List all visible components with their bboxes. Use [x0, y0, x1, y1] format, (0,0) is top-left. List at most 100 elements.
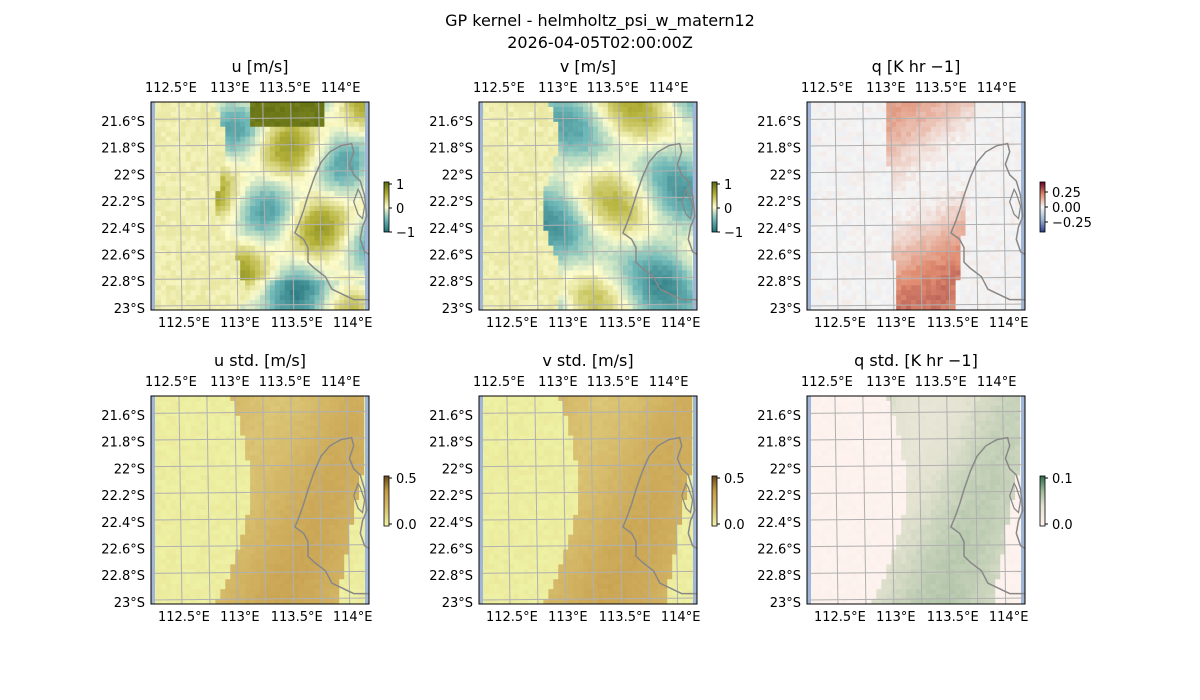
heatmap-cell	[155, 275, 162, 281]
heatmap-cell	[553, 305, 559, 310]
heatmap-cell	[876, 285, 882, 291]
heatmap-cell	[632, 151, 638, 157]
heatmap-cell	[339, 201, 345, 207]
heatmap-cell	[856, 121, 862, 128]
heatmap-cell	[866, 166, 872, 172]
heatmap-cell	[175, 230, 182, 237]
heatmap-cell	[349, 255, 355, 261]
heatmap-cell	[513, 186, 519, 192]
heatmap-cell	[667, 206, 673, 212]
heatmap-cell	[573, 270, 579, 276]
grid-line-lat	[479, 116, 697, 120]
heatmap-cell	[622, 106, 628, 113]
heatmap-cell	[195, 255, 201, 261]
heatmap-cell	[841, 240, 847, 246]
heatmap-cell	[612, 121, 619, 128]
heatmap-cell	[811, 171, 818, 177]
heatmap-cell	[925, 240, 932, 246]
heatmap-cell	[856, 116, 862, 123]
heatmap-cell	[513, 220, 519, 227]
heatmap-cell	[240, 240, 246, 246]
heatmap-cell	[935, 156, 942, 162]
heatmap-cell	[925, 300, 932, 306]
heatmap-cell	[528, 136, 534, 142]
heatmap-cell	[886, 275, 892, 281]
heatmap-cell	[831, 235, 838, 241]
heatmap-cell	[230, 102, 236, 108]
heatmap-cell	[647, 285, 653, 291]
heatmap-cell	[344, 176, 350, 182]
heatmap-cell	[329, 265, 335, 271]
heatmap-cell	[508, 206, 514, 212]
heatmap-cell	[871, 186, 877, 192]
heatmap-cell	[210, 255, 216, 261]
heatmap-cell	[647, 196, 653, 202]
heatmap-cell	[274, 121, 281, 128]
heatmap-cell	[255, 305, 261, 310]
heatmap-cell	[349, 280, 355, 286]
heatmap-cell	[637, 215, 643, 222]
heatmap-cell	[573, 166, 579, 172]
heatmap-cell	[170, 206, 177, 212]
heatmap-cell	[891, 146, 897, 152]
heatmap-cell	[195, 290, 201, 296]
heatmap-cell	[821, 126, 828, 133]
heatmap-cell	[662, 161, 668, 167]
heatmap-cell	[811, 111, 818, 118]
heatmap-cell	[622, 240, 628, 246]
heatmap-cell	[906, 121, 912, 128]
heatmap-cell	[314, 285, 320, 291]
heatmap-cell	[314, 121, 320, 128]
heatmap-cell	[920, 126, 927, 133]
heatmap-cell	[538, 275, 544, 281]
heatmap-cell	[553, 245, 559, 251]
heatmap-cell	[573, 171, 579, 177]
heatmap-cell	[891, 235, 897, 241]
heatmap-cell	[617, 250, 623, 256]
heatmap-cell	[538, 136, 544, 142]
heatmap-cell	[225, 102, 231, 108]
heatmap-cell	[930, 201, 937, 207]
heatmap-cell	[597, 300, 604, 306]
heatmap-cell	[314, 186, 320, 192]
heatmap-cell	[304, 171, 310, 177]
heatmap-cell	[269, 300, 276, 306]
heatmap-cell	[528, 285, 534, 291]
heatmap-cell	[861, 121, 867, 128]
heatmap-cell	[175, 235, 182, 241]
heatmap-cell	[289, 290, 295, 296]
heatmap-cell	[483, 146, 490, 152]
heatmap-cell	[642, 230, 648, 237]
heatmap-cell	[210, 191, 216, 197]
heatmap-cell	[886, 295, 892, 301]
heatmap-cell	[170, 300, 177, 306]
heatmap-cell	[354, 225, 360, 232]
heatmap-cell	[359, 176, 365, 182]
heatmap-cell	[886, 300, 892, 306]
heatmap-cell	[175, 171, 182, 177]
heatmap-cell	[607, 111, 614, 118]
heatmap-cell	[528, 215, 534, 222]
heatmap-cell	[607, 215, 614, 222]
heatmap-cell	[349, 186, 355, 192]
heatmap-cell	[264, 290, 271, 296]
heatmap-cell	[662, 210, 668, 217]
heatmap-cell	[935, 136, 942, 142]
heatmap-cell	[493, 270, 500, 276]
heatmap-cell	[225, 290, 231, 296]
heatmap-cell	[255, 111, 261, 118]
heatmap-cell	[876, 116, 882, 123]
heatmap-cell	[210, 220, 216, 227]
heatmap-cell	[886, 245, 892, 251]
heatmap-cell	[255, 255, 261, 261]
heatmap-cell	[583, 215, 589, 222]
heatmap-cell	[314, 270, 320, 276]
heatmap-cell	[195, 181, 201, 187]
heatmap-cell	[940, 305, 947, 310]
heatmap-cell	[155, 176, 162, 182]
heatmap-cell	[240, 176, 246, 182]
heatmap-cell	[225, 245, 231, 251]
heatmap-cell	[841, 126, 847, 133]
heatmap-cell	[627, 305, 633, 310]
heatmap-cell	[538, 265, 544, 271]
